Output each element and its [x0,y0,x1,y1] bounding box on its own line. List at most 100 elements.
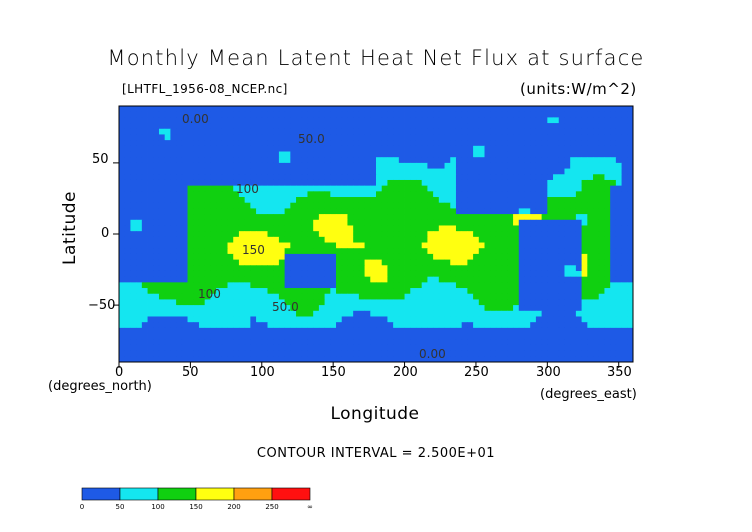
heatmap-cell [455,179,463,187]
heatmap-cell [216,123,223,130]
heatmap-cell [598,259,605,266]
heatmap-cell [530,202,537,209]
heatmap-cell [507,214,514,221]
heatmap-cell [524,151,531,158]
heatmap-cell [381,350,388,357]
heatmap-cell [176,259,183,266]
heatmap-cell [444,344,451,352]
heatmap-cell [204,225,211,232]
heatmap-cell [615,293,622,300]
heatmap-cell [564,157,571,164]
heatmap-cell [376,327,383,334]
heatmap-cell [250,179,257,187]
heatmap-cell [587,111,594,118]
heatmap-cell [307,106,314,113]
heatmap-cell [387,327,394,334]
heatmap-cell [404,197,411,204]
heatmap-cell [370,185,377,192]
heatmap-cell [233,253,240,260]
heatmap-cell [495,117,503,124]
heatmap-cell [570,157,577,164]
heatmap-cell [450,265,457,272]
heatmap-cell [547,145,554,152]
heatmap-cell [387,157,394,164]
heatmap-cell [393,339,400,346]
heatmap-cell [238,333,246,340]
heatmap-cell [495,282,503,289]
heatmap-cell [433,327,440,334]
heatmap-cell [404,162,411,169]
heatmap-cell [364,231,371,238]
heatmap-cell [593,106,600,113]
heatmap-cell [598,356,605,362]
heatmap-cell [267,350,274,357]
heatmap-cell [324,231,331,238]
heatmap-cell [187,151,194,158]
heatmap-cell [393,276,400,283]
heatmap-cell [387,117,394,124]
heatmap-cell [467,157,474,164]
heatmap-cell [553,151,560,158]
heatmap-cell [358,168,365,175]
heatmap-cell [198,128,206,135]
heatmap-cell [130,305,137,312]
heatmap-cell [244,236,251,243]
heatmap-cell [141,253,148,260]
heatmap-cell [290,168,297,175]
heatmap-cell [318,185,325,192]
heatmap-cell [376,316,383,323]
heatmap-cell [318,106,325,113]
heatmap-cell [238,117,246,124]
heatmap-cell [427,202,434,209]
heatmap-cell [358,276,365,283]
heatmap-cell [158,145,166,152]
heatmap-cell [410,339,417,346]
heatmap-cell [238,310,246,317]
heatmap-cell [421,339,428,346]
heatmap-cell [278,259,286,266]
heatmap-cell [250,282,257,289]
heatmap-cell [267,344,274,352]
heatmap-cell [427,265,434,272]
heatmap-cell [415,214,423,221]
heatmap-cell [193,214,200,221]
heatmap-cell [267,151,274,158]
heatmap-cell [153,202,160,209]
heatmap-cell [393,288,400,295]
heatmap-cell [290,327,297,334]
heatmap-cell [176,106,183,113]
heatmap-cell [347,128,354,135]
heatmap-cell [415,123,423,130]
heatmap-cell [433,305,440,312]
heatmap-cell [347,197,354,204]
heatmap-cell [278,248,286,255]
heatmap-cell [204,140,211,147]
heatmap-cell [210,305,217,312]
heatmap-cell [570,242,577,249]
heatmap-cell [170,134,177,141]
heatmap-cell [267,111,274,118]
heatmap-cell [158,106,166,113]
heatmap-cell [176,231,183,238]
heatmap-cell [495,151,503,158]
heatmap-cell [187,333,194,340]
heatmap-cell [427,350,434,357]
heatmap-cell [376,282,383,289]
heatmap-cell [598,168,605,175]
heatmap-cell [227,214,234,221]
heatmap-cell [438,123,445,130]
heatmap-cell [530,293,537,300]
heatmap-cell [370,128,377,135]
heatmap-cell [136,333,143,340]
heatmap-cell [615,117,622,124]
heatmap-cell [558,174,565,181]
heatmap-cell [461,339,468,346]
heatmap-cell [227,265,234,272]
heatmap-cell [341,305,348,312]
heatmap-cell [547,248,554,255]
heatmap-cell [455,248,463,255]
heatmap-cell [136,145,143,152]
heatmap-cell [593,288,600,295]
heatmap-cell [261,259,268,266]
heatmap-cell [216,265,223,272]
